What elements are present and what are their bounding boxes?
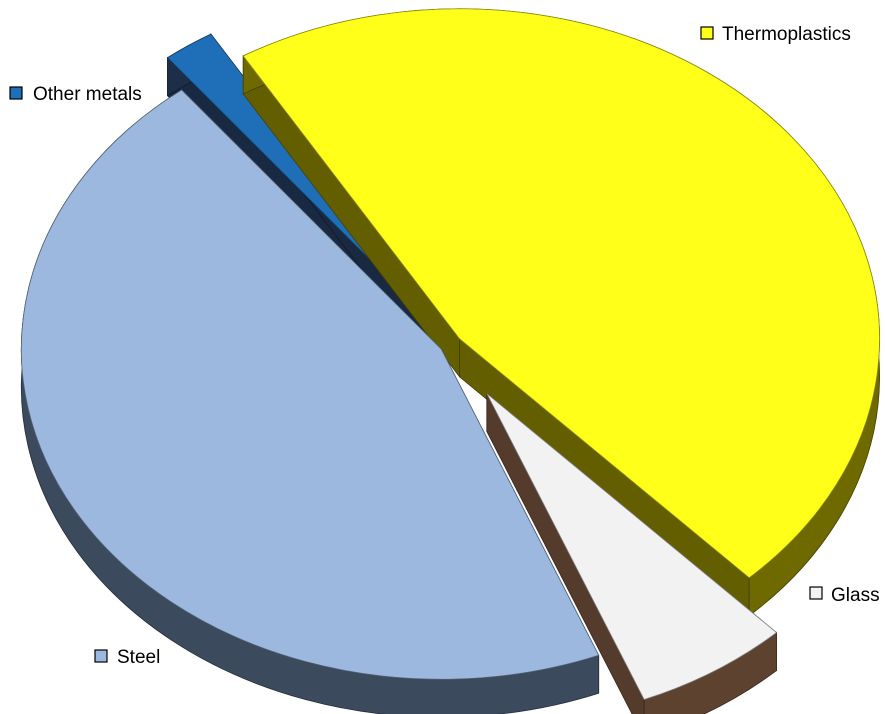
- legend-other-metals: Other metals: [9, 84, 142, 105]
- slice-glass-top: [486, 393, 778, 701]
- legend-thermoplastics: Thermoplastics: [700, 24, 851, 45]
- legend-label-steel: Steel: [117, 647, 160, 668]
- legend-glass: Glass: [809, 585, 880, 606]
- legend-label-glass: Glass: [831, 585, 880, 606]
- legend-swatch-thermoplastics: [700, 26, 714, 40]
- slice-steel: [21, 88, 600, 714]
- slice-thermoplastics-top: [242, 8, 880, 579]
- legend-label-other-metals: Other metals: [33, 84, 142, 105]
- legend-steel: Steel: [94, 647, 160, 668]
- slice-glass: [486, 392, 778, 714]
- legend-swatch-glass: [809, 586, 823, 600]
- legend-swatch-steel: [94, 649, 108, 663]
- slice-steel-top: [21, 89, 600, 680]
- legend-label-thermoplastics: Thermoplastics: [722, 24, 851, 45]
- legend-swatch-other-metals: [9, 86, 23, 100]
- pie-slices: [21, 8, 880, 714]
